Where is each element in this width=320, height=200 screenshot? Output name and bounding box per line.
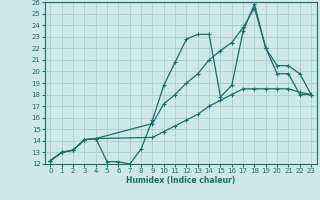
X-axis label: Humidex (Indice chaleur): Humidex (Indice chaleur) [126, 176, 236, 185]
